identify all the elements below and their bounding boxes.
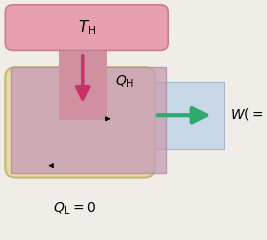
FancyBboxPatch shape bbox=[5, 5, 168, 50]
FancyBboxPatch shape bbox=[5, 67, 155, 178]
Bar bbox=[150, 82, 224, 149]
Bar bbox=[59, 38, 107, 120]
Text: $Q_{\mathrm{H}}$: $Q_{\mathrm{H}}$ bbox=[115, 73, 134, 90]
Text: $T_{\mathrm{H}}$: $T_{\mathrm{H}}$ bbox=[78, 18, 96, 37]
Text: $W(=Q_{\mathrm{H}})$: $W(=Q_{\mathrm{H}})$ bbox=[230, 107, 267, 124]
Text: $Q_{\mathrm{L}}=0$: $Q_{\mathrm{L}}=0$ bbox=[53, 201, 97, 217]
FancyBboxPatch shape bbox=[11, 67, 166, 173]
